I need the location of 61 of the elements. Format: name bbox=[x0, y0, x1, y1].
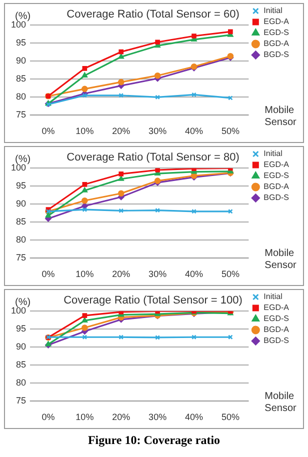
x-tick-label: 30% bbox=[148, 412, 167, 422]
y-tick-label: 80 bbox=[16, 92, 26, 102]
x-tick-label: 20% bbox=[112, 126, 130, 136]
y-tick-label: 75 bbox=[16, 252, 26, 263]
x-tick-label: 0% bbox=[42, 269, 55, 280]
x-tick-label: 20% bbox=[112, 412, 130, 422]
y-tick-label: 95 bbox=[16, 180, 26, 191]
y-tick-label: 75 bbox=[16, 110, 26, 120]
legend-label: BGD-S bbox=[264, 336, 290, 346]
y-tick-label: 80 bbox=[16, 378, 26, 388]
x-tick-label: 10% bbox=[76, 269, 94, 280]
y-tick-label: 100 bbox=[10, 306, 26, 316]
y-tick-label: 85 bbox=[16, 360, 26, 370]
y-tick-label: 80 bbox=[16, 234, 26, 245]
y-tick-label: 95 bbox=[16, 38, 26, 48]
y-axis-title: (%) bbox=[15, 10, 31, 22]
legend-label: EGD-S bbox=[264, 28, 290, 38]
y-tick-label: 90 bbox=[16, 198, 26, 209]
y-tick-label: 95 bbox=[16, 324, 26, 334]
x-tick-label: 50% bbox=[221, 269, 240, 280]
x-tick-label: 0% bbox=[42, 412, 55, 422]
x-tick-label: 40% bbox=[184, 269, 204, 280]
legend-label: Initial bbox=[264, 149, 283, 158]
x-tick-label: 50% bbox=[221, 126, 240, 136]
legend-label: Initial bbox=[264, 292, 283, 302]
legend-label: EGD-A bbox=[264, 17, 290, 26]
legend-label: Initial bbox=[264, 6, 283, 16]
x-tick-label: 10% bbox=[76, 412, 94, 422]
x-axis-title: Mobile Sensor bbox=[264, 248, 298, 272]
x-tick-label: 40% bbox=[184, 126, 204, 136]
x-tick-label: 30% bbox=[148, 269, 167, 280]
legend-label: BGD-A bbox=[264, 182, 290, 192]
y-tick-label: 100 bbox=[10, 162, 26, 173]
y-tick-label: 85 bbox=[16, 216, 26, 227]
legend-label: EGD-S bbox=[264, 314, 290, 324]
legend-label: BGD-A bbox=[264, 39, 290, 48]
y-tick-label: 85 bbox=[16, 74, 26, 84]
legend-label: EGD-A bbox=[264, 160, 290, 170]
legend-label: BGD-A bbox=[264, 325, 290, 334]
x-tick-label: 40% bbox=[184, 412, 204, 422]
x-tick-label: 30% bbox=[148, 126, 167, 136]
x-tick-label: 10% bbox=[76, 126, 94, 136]
caption: Figure 10: Coverage ratio bbox=[86, 433, 222, 448]
chart-title: Coverage Ratio (Total Sensor = 60) bbox=[66, 8, 240, 21]
x-tick-label: 20% bbox=[112, 269, 130, 280]
y-tick-label: 90 bbox=[16, 56, 26, 66]
x-tick-label: 0% bbox=[42, 126, 55, 136]
y-tick-label: 75 bbox=[16, 396, 26, 406]
x-tick-label: 50% bbox=[221, 412, 240, 422]
legend-label: BGD-S bbox=[264, 50, 290, 60]
legend-label: EGD-S bbox=[264, 171, 290, 180]
chart-title: Coverage Ratio (Total Sensor = 80) bbox=[66, 152, 240, 164]
x-axis-title: Mobile Sensor bbox=[264, 105, 298, 128]
y-tick-label: 90 bbox=[16, 342, 26, 352]
y-axis-title: (%) bbox=[15, 296, 31, 308]
legend-label: BGD-S bbox=[264, 193, 290, 202]
y-tick-label: 100 bbox=[10, 20, 26, 30]
legend-label: EGD-A bbox=[264, 303, 290, 312]
chart-title: Coverage Ratio (Total Sensor = 100) bbox=[64, 294, 242, 307]
x-axis-title: Mobile Sensor bbox=[264, 391, 298, 414]
y-axis-title: (%) bbox=[15, 154, 31, 165]
